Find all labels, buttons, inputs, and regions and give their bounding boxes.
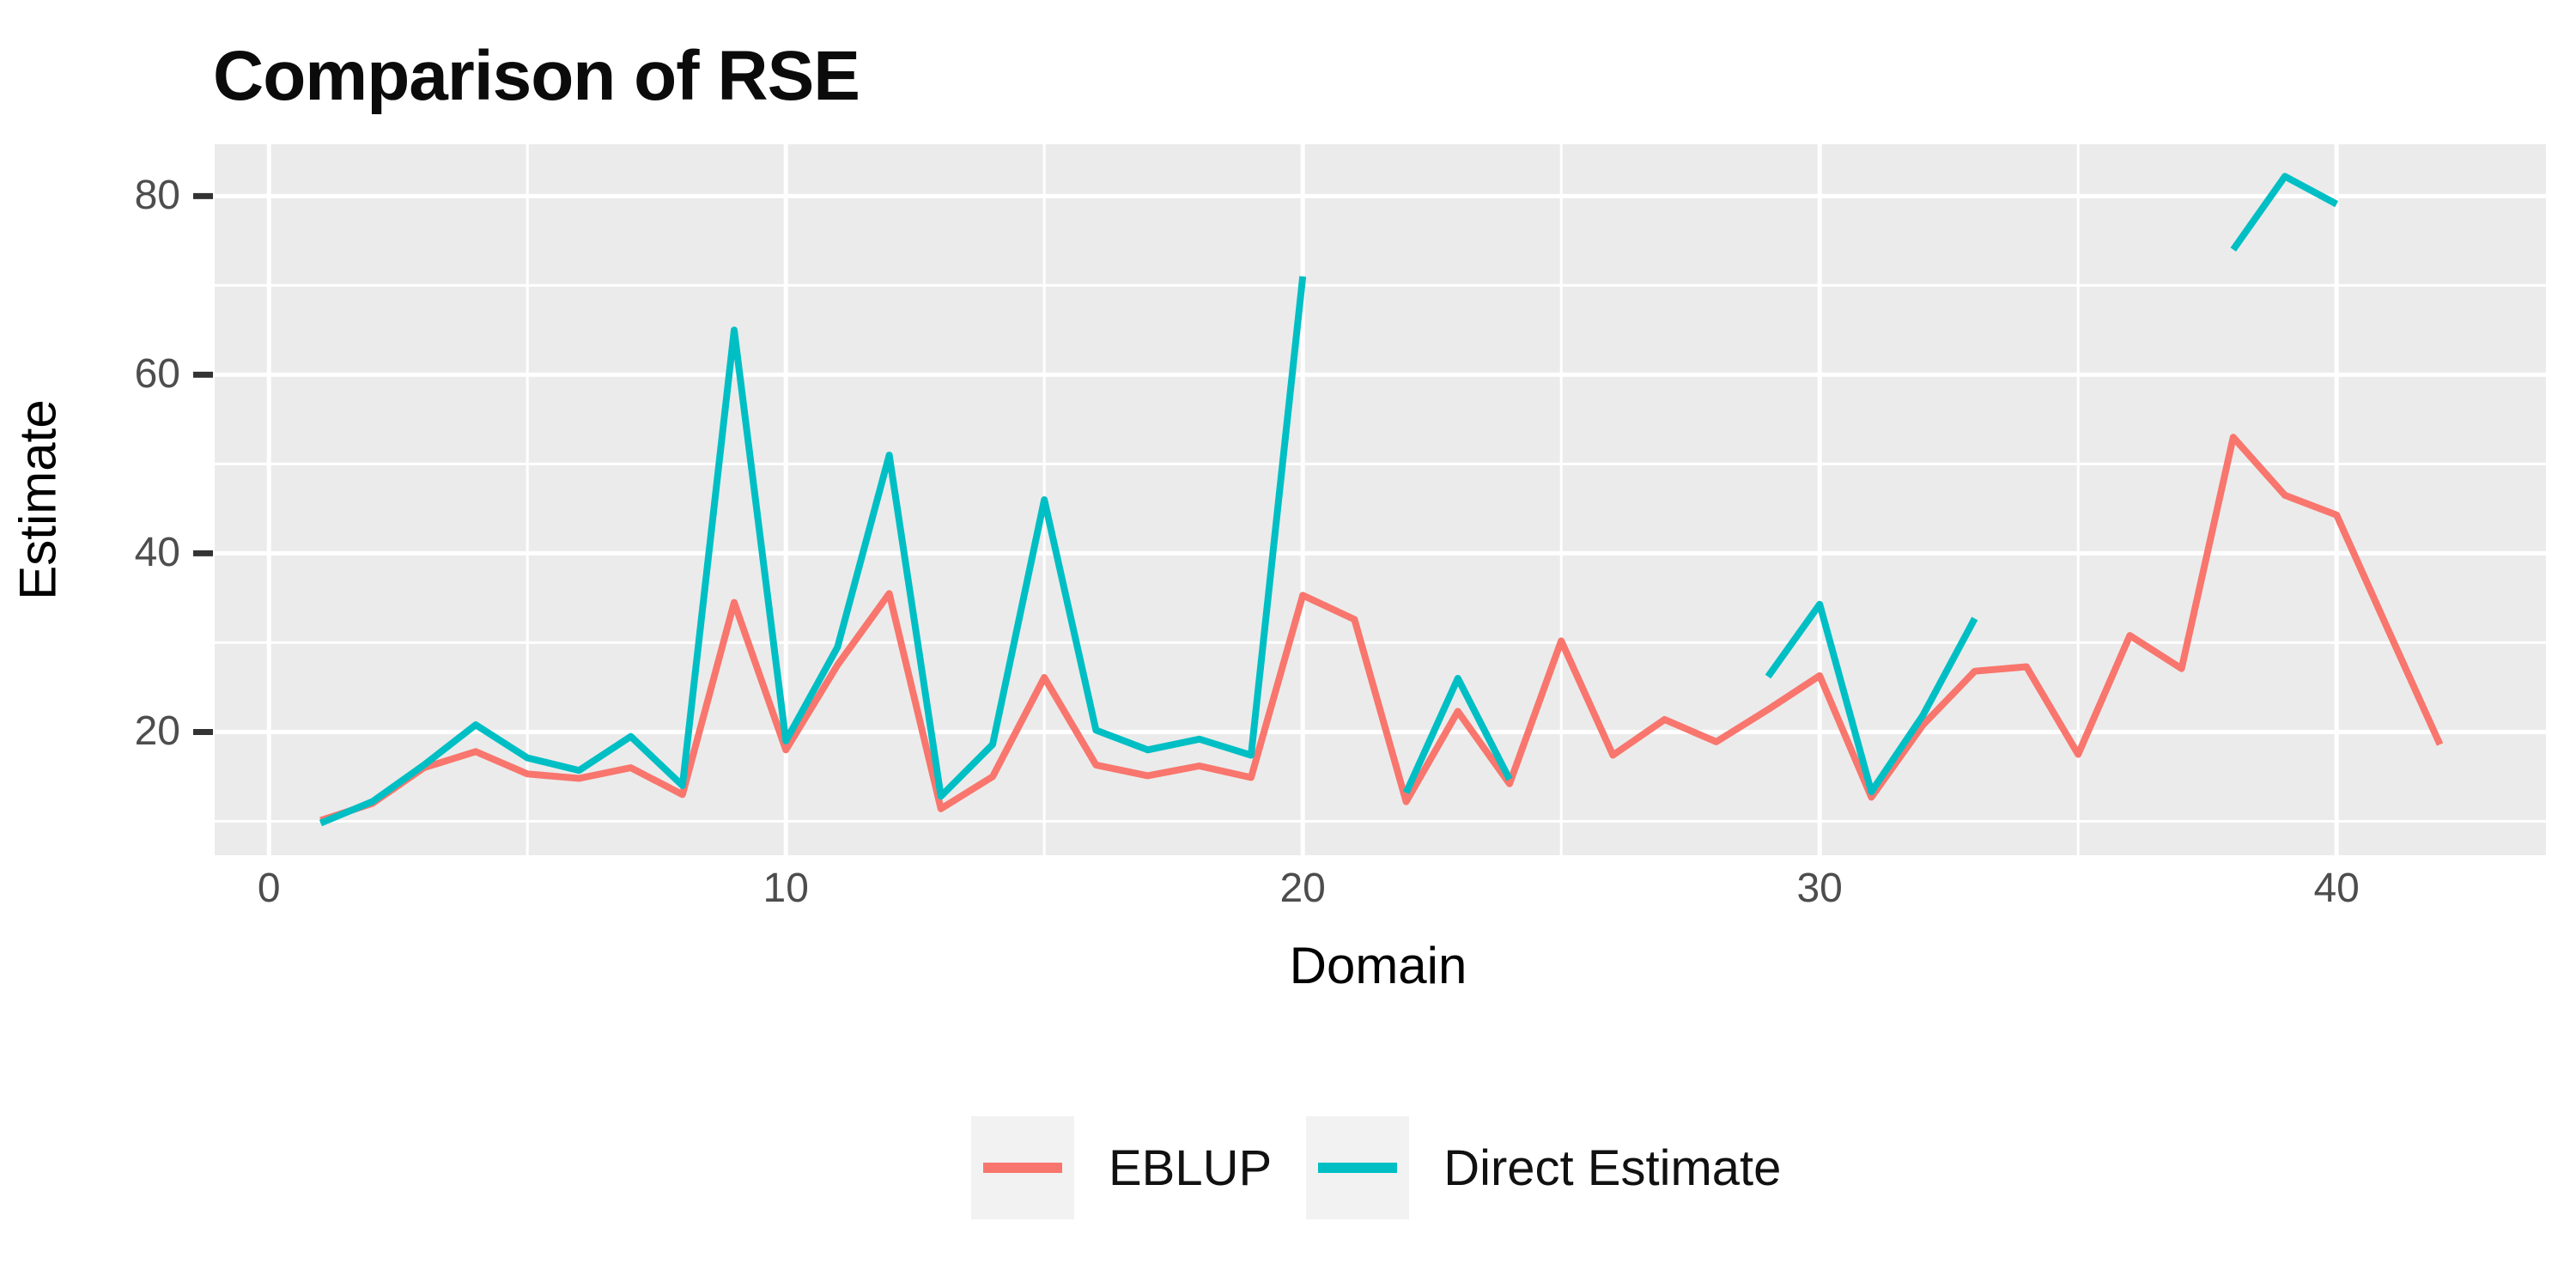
chart-title: Comparison of RSE [213,37,860,115]
y-tick-label-40: 40 [134,530,180,576]
legend-key-icon [1306,1116,1410,1219]
x-tick-label-10: 10 [762,866,809,911]
y-tick-label-80: 80 [134,173,180,219]
legend-label: Direct Estimate [1443,1139,1782,1196]
legend-line-swatch [1318,1163,1398,1173]
x-tick-label-30: 30 [1796,866,1843,911]
x-tick-label-40: 40 [2313,866,2360,911]
legend-label: EBLUP [1109,1139,1273,1196]
legend-line-swatch [983,1163,1062,1173]
y-tick-label-20: 20 [134,708,180,755]
plot-panel [215,144,2546,855]
x-tick-label-20: 20 [1279,866,1326,911]
series-line-eblup [319,434,2444,824]
legend-key-icon [971,1116,1074,1219]
legend-item-direct-estimate: Direct Estimate [1306,1116,1781,1219]
legend: EBLUP Direct Estimate [971,1116,1781,1219]
legend-item-eblup: EBLUP [971,1116,1272,1219]
x-axis-title: Domain [1289,937,1467,994]
x-tick-label-0: 0 [257,866,281,911]
y-tick-label-60: 60 [134,351,180,398]
series-line-direct-estimate [319,173,2339,827]
